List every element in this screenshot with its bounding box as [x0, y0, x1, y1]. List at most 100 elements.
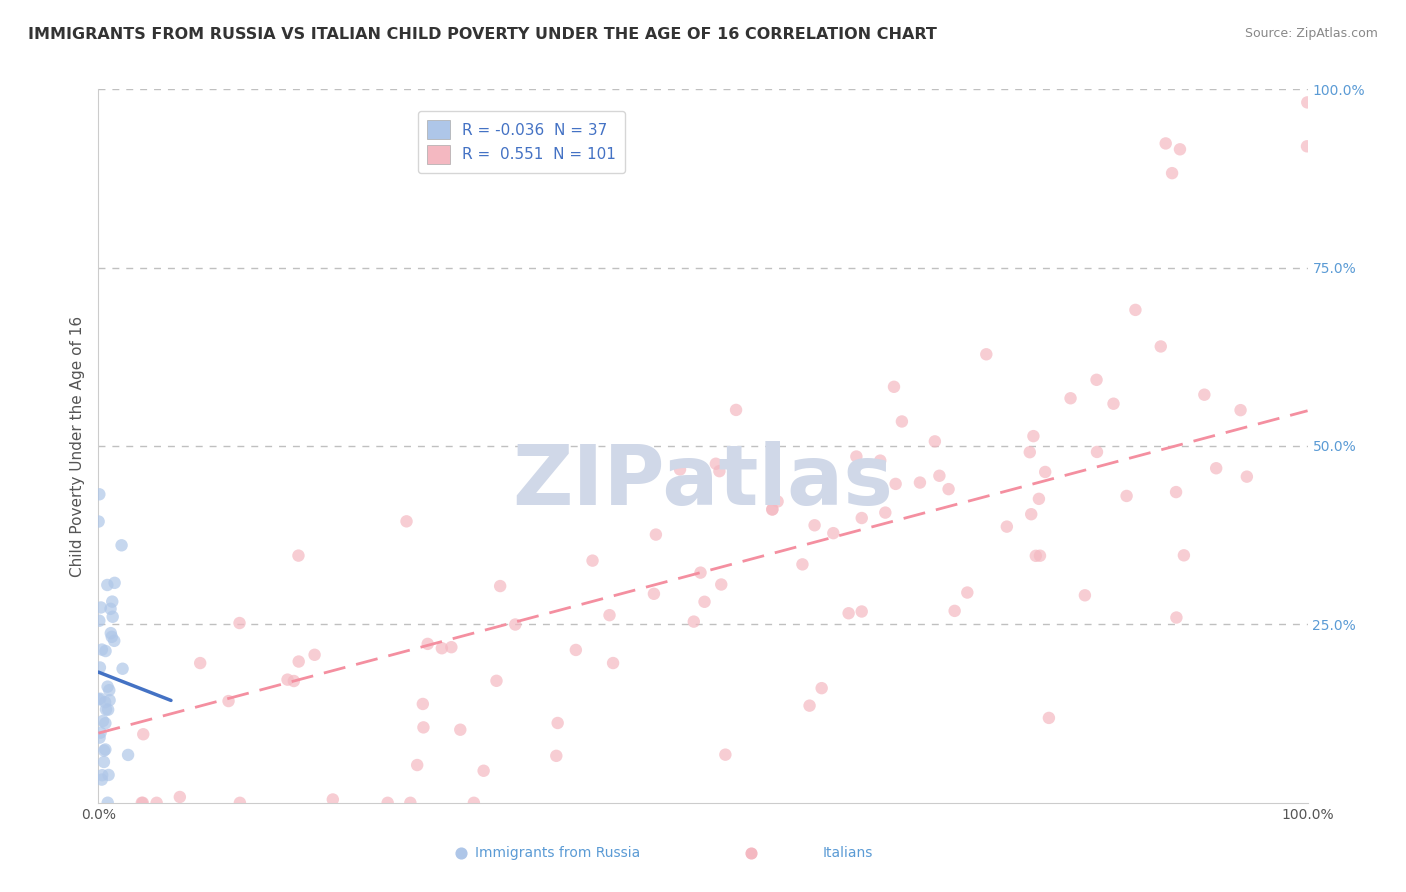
- Point: [145, 796, 167, 810]
- Point: [440, 640, 463, 655]
- Point: [97, 703, 120, 717]
- Point: [1166, 610, 1188, 624]
- Point: [412, 697, 434, 711]
- Point: [799, 698, 821, 713]
- Point: [98, 683, 121, 698]
- Point: [463, 796, 485, 810]
- Point: [87, 692, 110, 706]
- Point: [416, 637, 439, 651]
- Point: [1074, 588, 1097, 602]
- Point: [412, 720, 434, 734]
- Text: Immigrants from Russia: Immigrants from Russia: [475, 846, 641, 860]
- Point: [132, 796, 155, 810]
- Point: [132, 727, 155, 741]
- Point: [1229, 403, 1251, 417]
- Point: [689, 566, 711, 580]
- Point: [489, 579, 512, 593]
- Point: [103, 633, 125, 648]
- Point: [96, 578, 118, 592]
- Point: [1029, 549, 1052, 563]
- Point: [709, 464, 731, 478]
- Point: [1236, 469, 1258, 483]
- Point: [472, 764, 495, 778]
- Point: [110, 538, 132, 552]
- Point: [1194, 387, 1216, 401]
- Point: [1028, 491, 1050, 506]
- Point: [810, 681, 832, 695]
- Point: [89, 487, 111, 501]
- Point: [704, 457, 727, 471]
- Point: [792, 558, 814, 572]
- Point: [956, 585, 979, 599]
- Point: [101, 630, 124, 644]
- Legend: R = -0.036  N = 37, R =  0.551  N = 101: R = -0.036 N = 37, R = 0.551 N = 101: [418, 112, 626, 173]
- Point: [100, 602, 122, 616]
- Point: [838, 607, 860, 621]
- Point: [503, 617, 526, 632]
- Point: [117, 747, 139, 762]
- Point: [377, 796, 399, 810]
- Point: [1161, 166, 1184, 180]
- Text: ZIPatlas: ZIPatlas: [513, 442, 893, 522]
- Point: [287, 549, 309, 563]
- Point: [283, 673, 305, 688]
- Point: [276, 673, 298, 687]
- Point: [399, 796, 422, 810]
- Y-axis label: Child Poverty Under the Age of 16: Child Poverty Under the Age of 16: [69, 316, 84, 576]
- Point: [304, 648, 326, 662]
- Text: Italians: Italians: [823, 846, 873, 860]
- Point: [884, 476, 907, 491]
- Point: [1164, 485, 1187, 500]
- Point: [91, 714, 114, 728]
- Point: [94, 644, 117, 658]
- Point: [643, 587, 665, 601]
- Point: [1173, 549, 1195, 563]
- Point: [1025, 549, 1047, 563]
- Point: [287, 655, 309, 669]
- Point: [851, 511, 873, 525]
- Point: [938, 482, 960, 496]
- Point: [1125, 302, 1147, 317]
- Point: [98, 693, 121, 707]
- Point: [90, 600, 112, 615]
- Point: [1038, 711, 1060, 725]
- Point: [97, 796, 120, 810]
- Text: IMMIGRANTS FROM RUSSIA VS ITALIAN CHILD POVERTY UNDER THE AGE OF 16 CORRELATION : IMMIGRANTS FROM RUSSIA VS ITALIAN CHILD …: [28, 27, 936, 42]
- Point: [1154, 136, 1177, 151]
- Point: [101, 609, 124, 624]
- Point: [97, 680, 120, 694]
- Point: [761, 502, 783, 516]
- Point: [710, 577, 733, 591]
- Point: [218, 694, 240, 708]
- Point: [974, 347, 997, 361]
- Point: [97, 768, 120, 782]
- Point: [890, 414, 912, 428]
- Point: [1296, 139, 1319, 153]
- Point: [869, 453, 891, 467]
- Point: [1102, 397, 1125, 411]
- Point: [1296, 95, 1319, 110]
- Point: [485, 673, 508, 688]
- Point: [111, 662, 134, 676]
- Point: [94, 695, 117, 709]
- Point: [581, 554, 603, 568]
- Point: [928, 468, 950, 483]
- Point: [1150, 339, 1173, 353]
- Point: [406, 758, 429, 772]
- Point: [1022, 429, 1045, 443]
- Point: [1059, 391, 1081, 405]
- Point: [89, 660, 111, 674]
- Point: [908, 475, 931, 490]
- Point: [740, 846, 762, 860]
- Point: [875, 506, 897, 520]
- Point: [89, 614, 111, 628]
- Point: [546, 748, 568, 763]
- Point: [602, 656, 624, 670]
- Point: [669, 462, 692, 476]
- Point: [599, 608, 621, 623]
- Point: [131, 796, 153, 810]
- Point: [565, 643, 588, 657]
- Point: [803, 518, 825, 533]
- Point: [93, 755, 115, 769]
- Point: [644, 527, 666, 541]
